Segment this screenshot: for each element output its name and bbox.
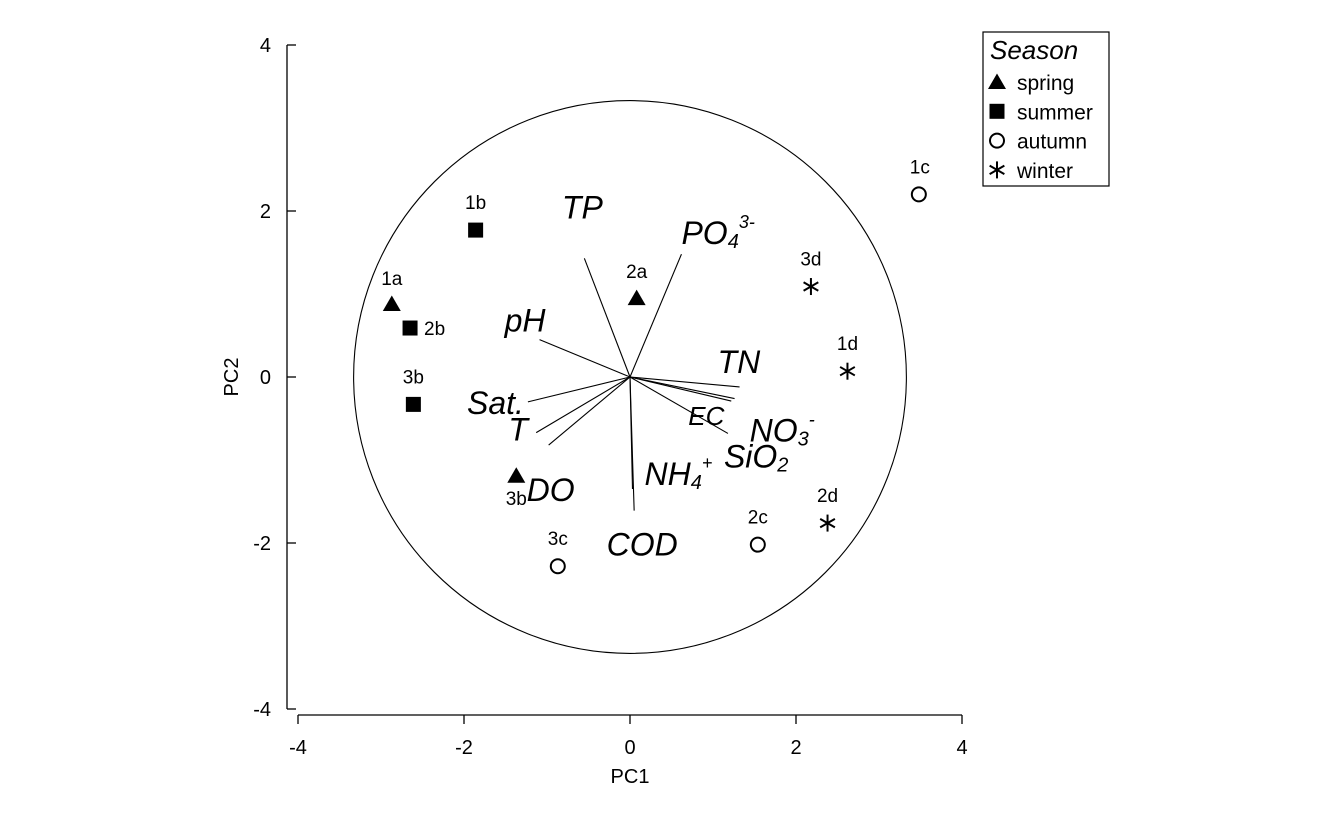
point-autumn-3c — [549, 558, 566, 575]
y-tick-label: 0 — [260, 367, 271, 389]
loading-vector-no3 — [629, 376, 735, 400]
loading-label-sat: Sat. — [467, 385, 524, 421]
loading-vector-t — [535, 376, 631, 434]
y-tick-label: 4 — [260, 35, 271, 57]
legend-label-autumn: autumn — [1017, 131, 1087, 154]
x-tick-label: 4 — [956, 737, 967, 759]
loading-vector-sio2 — [629, 376, 729, 434]
point-label-3b: 3b — [403, 367, 424, 388]
point-spring-3b — [507, 467, 526, 483]
point-spring-1a — [382, 295, 401, 311]
loading-label-nh4: NH4+ — [644, 453, 712, 494]
loading-vector-po43 — [629, 253, 682, 378]
loading-label-tp: TP — [562, 189, 604, 225]
point-summer-2b — [402, 320, 418, 336]
y-tick-label: -2 — [253, 533, 271, 555]
loading-vector-cod — [629, 376, 635, 511]
correlation-circle-layer — [353, 100, 907, 654]
point-label-3b: 3b — [506, 489, 527, 510]
loading-label-ph: pH — [504, 303, 547, 339]
loading-vector-do — [548, 376, 631, 446]
loading-label-cod: COD — [607, 527, 678, 563]
point-label-2c: 2c — [748, 508, 768, 529]
point-label-2b: 2b — [424, 319, 445, 340]
point-spring-2a — [627, 289, 646, 306]
legend-marker-winter — [989, 161, 1005, 179]
point-label-1c: 1c — [910, 157, 930, 178]
loading-vector-ph — [539, 339, 631, 378]
x-tick-label: -2 — [455, 737, 473, 759]
data-points — [382, 186, 927, 575]
loading-label-no3: NO3- — [750, 410, 815, 451]
x-tick-label: 2 — [790, 737, 801, 759]
y-tick-label: 2 — [260, 201, 271, 223]
y-axis-title: PC2 — [221, 358, 243, 397]
loading-label-tn: TN — [718, 344, 762, 380]
loading-vector-sat — [527, 376, 631, 403]
point-label-1b: 1b — [465, 193, 486, 214]
loading-labels: TP PO43- pH TN Sat. EC NO3- T SiO2 DO NH4+ COD — [467, 189, 815, 562]
legend-label-winter: winter — [1016, 160, 1073, 183]
legend-marker-summer — [989, 103, 1005, 119]
loading-label-t: T — [508, 412, 530, 448]
legend: Season spring summer autumn winter — [982, 31, 1110, 187]
point-label-1d: 1d — [837, 334, 858, 355]
legend-label-spring: spring — [1017, 72, 1074, 95]
loading-vector-tn — [629, 376, 740, 388]
point-labels: 1a 2a 3b 1b 2b 3b 1c 2c 3c 1d 2d 3d — [381, 157, 930, 550]
x-axis-title: PC1 — [611, 766, 650, 788]
point-autumn-2c — [749, 536, 766, 553]
x-tick-label: 0 — [624, 737, 635, 759]
point-label-2d: 2d — [817, 486, 838, 507]
point-label-3d: 3d — [800, 250, 821, 271]
axes: -4 -2 0 2 4 -4 -2 0 2 4 PC1 PC2 — [221, 35, 968, 788]
correlation-circle — [353, 100, 907, 654]
point-label-3c: 3c — [548, 529, 568, 550]
y-tick-label: -4 — [253, 699, 271, 721]
loading-label-ec: EC — [688, 401, 724, 431]
legend-label-summer: summer — [1017, 101, 1093, 124]
loading-label-po43: PO43- — [681, 212, 754, 253]
point-label-2a: 2a — [626, 262, 648, 283]
x-tick-label: -4 — [289, 737, 307, 759]
loading-label-do: DO — [527, 472, 575, 508]
point-autumn-1c — [910, 186, 927, 203]
legend-title: Season — [990, 35, 1078, 65]
point-winter-1d — [839, 362, 856, 380]
loading-vector-tp — [583, 258, 631, 378]
loading-vectors — [527, 253, 740, 511]
point-winter-3d — [803, 278, 819, 296]
legend-marker-autumn — [989, 132, 1005, 149]
legend-marker-spring — [988, 73, 1006, 89]
point-summer-1b — [468, 222, 484, 238]
loading-label-sio2: SiO2 — [724, 438, 788, 476]
point-label-1a: 1a — [381, 269, 403, 290]
point-winter-2d — [819, 514, 836, 532]
point-summer-3b — [405, 396, 421, 412]
